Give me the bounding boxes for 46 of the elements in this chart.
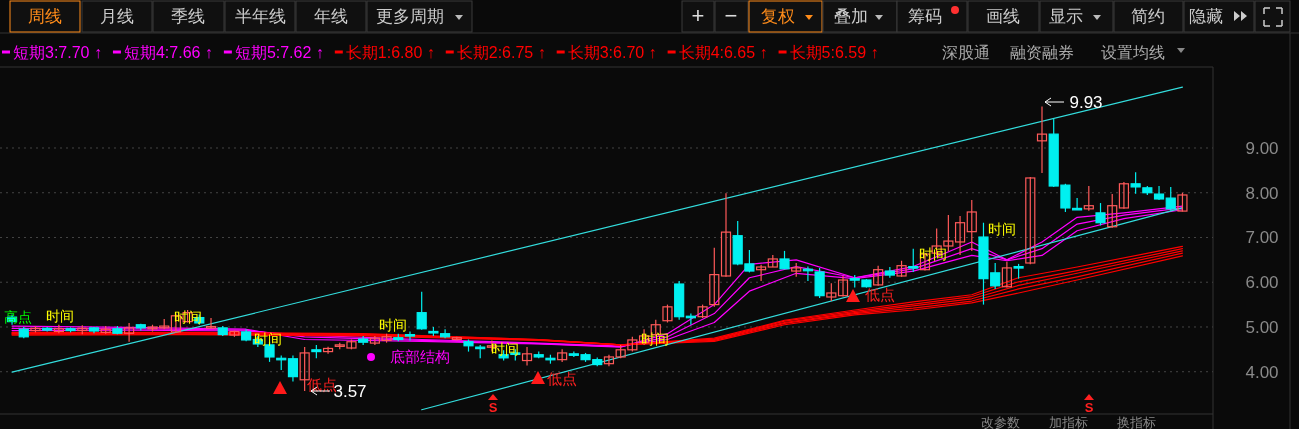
annotation: 低点 [865, 286, 895, 303]
annotation: 时间 [379, 317, 407, 333]
text: 融资融券 [1010, 44, 1074, 61]
legend-label: 短期3:7.70 ↑ [13, 44, 102, 61]
text: 月线 [100, 7, 134, 26]
text: − [724, 3, 738, 28]
y-tick-label: 9.00 [1245, 138, 1279, 158]
text: 简约 [1131, 7, 1165, 26]
legend-label: 长期2:6.75 ↑ [456, 44, 546, 61]
text: 年线 [314, 7, 348, 26]
annotation: 低点 [547, 370, 577, 387]
annotation: 时间 [46, 308, 74, 324]
text: 显示 [1049, 7, 1083, 26]
text: 深股通 [942, 44, 990, 61]
annotation: 9.93 [1069, 93, 1103, 112]
y-tick-label: 6.00 [1245, 273, 1279, 293]
y-tick-label: 5.00 [1245, 317, 1279, 337]
y-tick-label: 8.00 [1245, 183, 1279, 203]
annotation: 高点 [4, 309, 32, 325]
annotation: 时间 [491, 341, 519, 357]
y-tick-label: 7.00 [1245, 228, 1279, 248]
text: 隐藏 [1189, 7, 1223, 26]
annotation: S [1084, 400, 1094, 415]
text: + [691, 3, 705, 28]
annotation: S [488, 400, 498, 415]
legend-label: 短期4:7.66 ↑ [123, 44, 213, 61]
legend-label: 长期5:6.59 ↑ [789, 44, 879, 61]
text: 加指标 [1048, 415, 1088, 429]
text: 设置均线 [1101, 44, 1165, 61]
text: 换指标 [1116, 415, 1156, 429]
text: 画线 [986, 7, 1020, 26]
legend-label: 长期3:6.70 ↑ [567, 44, 657, 61]
y-tick-label: 4.00 [1245, 362, 1279, 382]
text: 筹码 [908, 7, 942, 26]
text: 复权 [761, 7, 795, 26]
legend-label: 长期4:6.65 ↑ [678, 44, 768, 61]
annotation: 时间 [988, 221, 1016, 237]
text: 更多周期 [376, 7, 444, 26]
text: 季线 [171, 7, 205, 26]
legend-label: 短期5:7.62 ↑ [234, 44, 324, 61]
text: 半年线 [234, 7, 286, 26]
legend-label: 长期1:6.80 ↑ [345, 44, 435, 61]
text: 改参数 [980, 415, 1020, 429]
text: 周线 [28, 7, 62, 26]
annotation: 底部结构 [390, 348, 450, 365]
text: 叠加 [834, 7, 868, 26]
